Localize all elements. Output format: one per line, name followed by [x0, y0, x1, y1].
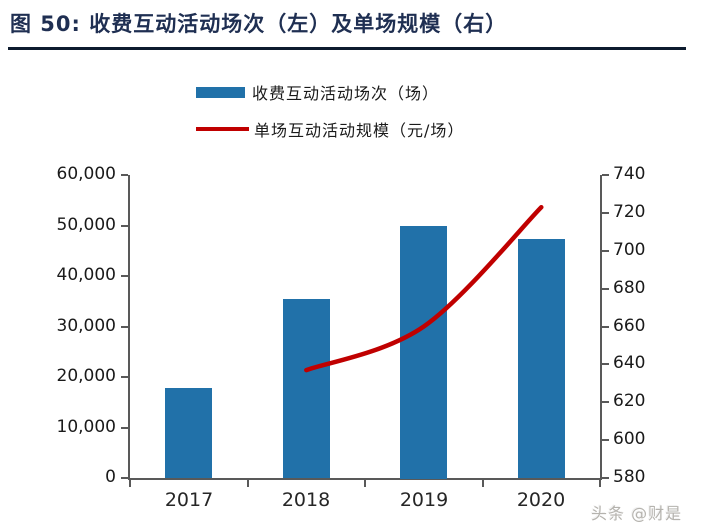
legend-item-bars: 收费互动活动场次（场）	[196, 82, 464, 103]
right-axis-tick	[602, 326, 609, 328]
right-axis-tick	[602, 250, 609, 252]
x-tick-label-2019: 2019	[399, 489, 449, 511]
left-axis-tick	[121, 275, 128, 277]
left-axis-label: 50,000	[56, 215, 116, 235]
x-axis	[128, 478, 602, 480]
x-axis-tick	[129, 480, 131, 487]
x-axis-tick	[599, 480, 601, 487]
right-axis-label: 740	[613, 164, 646, 184]
right-axis-label: 580	[613, 467, 646, 487]
bar-2020	[518, 239, 565, 478]
left-axis-tick	[121, 477, 128, 479]
right-axis-label: 680	[613, 278, 646, 298]
legend-bar-swatch	[196, 86, 245, 98]
right-axis-tick	[602, 477, 609, 479]
x-axis-tick	[482, 480, 484, 487]
legend-bar-label: 收费互动活动场次（场）	[252, 84, 440, 103]
right-axis-tick	[602, 401, 609, 403]
right-axis-label: 620	[613, 391, 646, 411]
x-axis-tick	[364, 480, 366, 487]
left-axis-label: 20,000	[56, 366, 116, 386]
left-axis-tick	[121, 174, 128, 176]
left-axis-tick	[121, 427, 128, 429]
watermark: 头条 @财是	[591, 504, 683, 523]
x-tick-label-2017: 2017	[164, 489, 214, 511]
right-axis-label: 720	[613, 202, 646, 222]
left-axis-tick	[121, 326, 128, 328]
right-axis-tick	[602, 288, 609, 290]
bar-2018	[283, 299, 330, 478]
left-axis-label: 60,000	[56, 164, 116, 184]
right-axis-label: 600	[613, 429, 646, 449]
figure-title: 图 50: 收费互动活动场次（左）及单场规模（右）	[10, 12, 508, 36]
right-axis-tick	[602, 212, 609, 214]
bar-2019	[400, 226, 447, 479]
right-axis-tick	[602, 363, 609, 365]
y-axis-left	[128, 175, 130, 480]
x-axis-tick	[247, 480, 249, 487]
legend: 收费互动活动场次（场） 单场互动活动规模（元/场）	[196, 82, 465, 140]
left-axis-tick	[121, 225, 128, 227]
left-axis-tick	[121, 376, 128, 378]
x-tick-label-2018: 2018	[281, 489, 331, 511]
y-axis-right	[600, 175, 602, 480]
left-axis-label: 10,000	[56, 417, 116, 437]
left-axis-label: 0	[105, 467, 116, 487]
x-tick-label-2020: 2020	[516, 489, 566, 511]
bar-2017	[165, 388, 212, 478]
legend-item-line: 单场互动活动规模（元/场）	[196, 119, 465, 140]
left-axis-label: 40,000	[56, 265, 116, 285]
right-axis-label: 660	[613, 316, 646, 336]
legend-line-swatch	[196, 127, 249, 131]
legend-line-label: 单场互动活动规模（元/场）	[254, 121, 465, 140]
title-underline	[8, 47, 686, 50]
right-axis-label: 640	[613, 353, 646, 373]
right-axis-tick	[602, 174, 609, 176]
right-axis-tick	[602, 439, 609, 441]
right-axis-label: 700	[613, 240, 646, 260]
left-axis-label: 30,000	[56, 316, 116, 336]
